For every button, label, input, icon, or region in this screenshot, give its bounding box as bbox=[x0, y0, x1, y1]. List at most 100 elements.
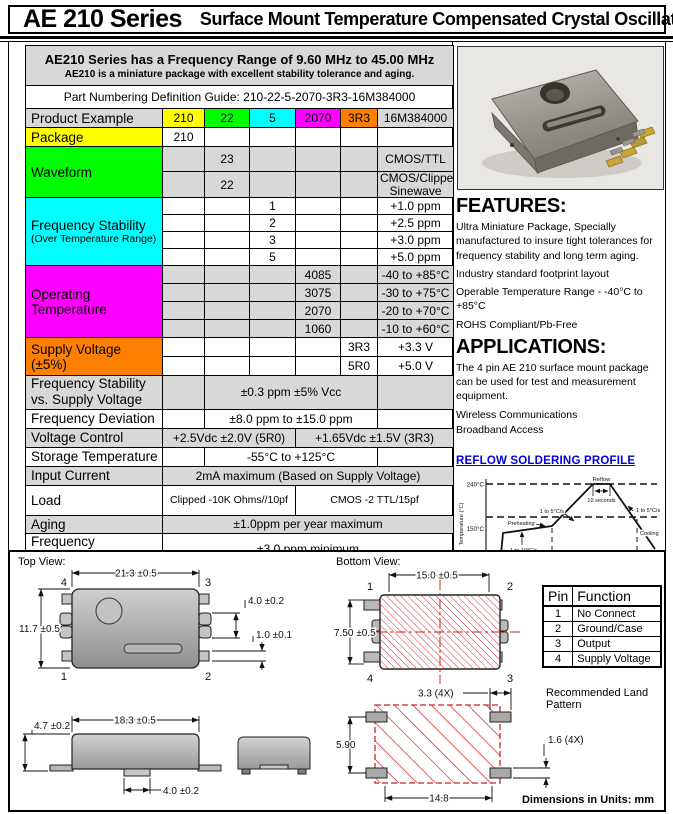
stability-value-3: +3.0 ppm bbox=[376, 231, 455, 250]
row-product-example: Product Example 210 22 5 2070 3R3 16M384… bbox=[25, 108, 455, 128]
top-view-width-dim: 21.3 ±0.5 bbox=[115, 569, 157, 580]
dwell-label: 10 seconds bbox=[587, 498, 615, 504]
voltage-control-5r0: +2.5Vdc ±2.0V (5R0) bbox=[162, 427, 296, 448]
label-load: Load bbox=[25, 484, 163, 516]
aging-value: ±1.0ppm per year maximum bbox=[161, 514, 455, 534]
side-view-height-dim: 4.7 ±0.2 bbox=[34, 721, 71, 732]
top-view-drawing: 21.3 ±0.5 11.7 ±0.5 4.0 ±0.2 1.0 ±0.1 4 … bbox=[18, 567, 295, 683]
top-view-pin-3: 3 bbox=[205, 577, 211, 589]
row-supply-1: Supply Voltage (±5%) 3R3 +3.3 V bbox=[25, 337, 455, 377]
features-item-1: Ultra Miniature Package, Specially manuf… bbox=[456, 221, 653, 262]
bottom-view-pin-3: 3 bbox=[507, 673, 513, 685]
label-product-example: Product Example bbox=[25, 108, 163, 128]
stability-value-4: +5.0 ppm bbox=[376, 248, 455, 267]
bottom-view-height-dim: 7.50 ±0.5 bbox=[334, 628, 376, 639]
top-view-pin-2: 2 bbox=[205, 671, 211, 683]
product-photo bbox=[457, 46, 664, 190]
land-vertical-dim: 5.90 bbox=[336, 740, 356, 751]
content-frame bbox=[8, 42, 666, 550]
features-item-3: Operable Temperature Range - -40°C to +8… bbox=[456, 286, 643, 313]
example-frequency-code: 16M384000 bbox=[376, 108, 455, 128]
function-col-header: Function bbox=[572, 585, 662, 607]
bottom-view-drawing: 15.0 ±0.5 7.50 ±0.5 1 2 4 3 bbox=[333, 569, 522, 685]
land-width-dim: 14.8 bbox=[429, 794, 449, 805]
optemp-value-3: -20 to +70°C bbox=[376, 301, 455, 321]
optemp-value-2: -30 to +75°C bbox=[376, 283, 455, 303]
fsvs-value: ±0.3 ppm ±5% Vcc bbox=[204, 375, 378, 410]
top-view-pin-dim: 1.0 ±0.1 bbox=[256, 630, 293, 641]
row-input-current: Input Current 2mA maximum (Based on Supp… bbox=[25, 465, 455, 486]
top-view-label: Top View: bbox=[18, 556, 66, 568]
reflow-y-axis-label: Temperature (°C) bbox=[459, 503, 465, 546]
package-value: 210 bbox=[162, 127, 205, 147]
bottom-view-width-dim: 15.0 ±0.5 bbox=[416, 571, 458, 582]
storage-temp-value: -55°C to +125°C bbox=[204, 446, 378, 467]
top-view-pin-1: 1 bbox=[61, 671, 67, 683]
pin-col-header: Pin bbox=[542, 585, 574, 607]
row-freq-deviation: Frequency Deviation ±8.0 ppm to ±15.0 pp… bbox=[25, 408, 455, 429]
row-optemp-2: 3075 -30 to +75°C bbox=[26, 283, 455, 303]
applications-item-2: Wireless Communications bbox=[456, 408, 578, 421]
label-storage-temp: Storage Temperature bbox=[25, 446, 163, 467]
ramp-down-label: 1 to 5°C/s bbox=[636, 508, 660, 514]
pin-row-3: 3 Output bbox=[542, 636, 662, 652]
label-supply-voltage: Supply Voltage (±5%) bbox=[25, 337, 163, 377]
label-waveform: Waveform bbox=[25, 145, 163, 199]
row-package: Package 210 bbox=[25, 127, 455, 147]
top-view-height-dim: 11.7 ±0.5 bbox=[19, 624, 60, 635]
mechanical-drawings: Top View: Bottom View: bbox=[8, 550, 666, 812]
reflow-profile-link[interactable]: REFLOW SOLDERING PROFILE bbox=[456, 455, 636, 468]
applications-item-3: Broadband Access bbox=[456, 423, 544, 436]
stability-value-1: +1.0 ppm bbox=[376, 197, 455, 216]
land-pad-height-dim: 1.6 (4X) bbox=[548, 735, 584, 746]
land-pattern-drawing: 3.3 (4X) 5.90 1.6 (4X) 14.8 bbox=[335, 687, 586, 806]
label-freq-deviation: Frequency Deviation bbox=[25, 408, 163, 429]
top-view-pad-dim: 4.0 ±0.2 bbox=[248, 596, 285, 607]
supply-value-2: +5.0 V bbox=[376, 356, 455, 377]
units-note: Dimensions in Units: mm bbox=[521, 794, 654, 806]
applications-item-1: The 4 pin AE 210 surface mount package c… bbox=[456, 361, 649, 403]
features-item-2: Industry standard footprint layout bbox=[456, 267, 609, 280]
row-waveform-2: 22 CMOS/Clipped Sinewave bbox=[26, 170, 455, 199]
bottom-view-pin-4: 4 bbox=[367, 673, 373, 685]
row-optemp-4: 1060 -10 to +60°C bbox=[26, 319, 455, 339]
optemp-value-1: -40 to +85°C bbox=[376, 265, 455, 285]
side-view-notch-dim: 4.0 ±0.2 bbox=[163, 786, 200, 797]
load-clipped: Clipped -10K Ohms//10pf bbox=[162, 484, 296, 516]
input-current-value: 2mA maximum (Based on Supply Voltage) bbox=[161, 465, 455, 486]
land-pad-width-dim: 3.3 (4X) bbox=[418, 689, 454, 700]
row-optemp-1: Operating Temperature 4085 -40 to +85°C bbox=[25, 265, 455, 339]
label-operating-temperature: Operating Temperature bbox=[25, 265, 163, 339]
land-pattern-title: Recommended Land Pattern bbox=[546, 687, 649, 711]
product-photo-image bbox=[458, 47, 663, 189]
stability-value-2: +2.5 ppm bbox=[376, 214, 455, 233]
title-bar: AE 210 Series Surface Mount Temperature … bbox=[8, 5, 673, 34]
row-voltage-control: Voltage Control +2.5Vdc ±2.0V (5R0) +1.6… bbox=[25, 427, 455, 448]
voltage-control-3r3: +1.65Vdc ±1.5V (3R3) bbox=[294, 427, 455, 448]
waveform-code-2: 22 bbox=[204, 170, 250, 199]
label-input-current: Input Current bbox=[25, 465, 163, 486]
row-stability-2: 2 +2.5 ppm bbox=[26, 214, 455, 233]
waveform-code-1: 23 bbox=[204, 146, 250, 172]
row-storage-temp: Storage Temperature -55°C to +125°C bbox=[25, 446, 455, 467]
optemp-value-4: -10 to +60°C bbox=[376, 319, 455, 339]
banner-title: AE210 Series has a Frequency Range of 9.… bbox=[44, 51, 435, 67]
example-package-code: 210 bbox=[162, 108, 205, 128]
features-heading: FEATURES: bbox=[456, 195, 567, 217]
supply-value-1: +3.3 V bbox=[376, 337, 455, 358]
banner: AE210 Series has a Frequency Range of 9.… bbox=[24, 45, 455, 86]
row-waveform-1: Waveform 23 CMOS/TTL bbox=[25, 145, 455, 199]
side-view-drawing: 18.3 ±0.5 4.7 ±0.2 4.0 ±0.2 bbox=[22, 714, 311, 799]
label-frequency-stability: Frequency Stability (Over Temperature Ra… bbox=[25, 197, 163, 267]
waveform-desc-1: CMOS/TTL bbox=[376, 146, 455, 172]
row-stability-1: Frequency Stability (Over Temperature Ra… bbox=[25, 197, 455, 267]
load-cmos: CMOS -2 TTL/15pf bbox=[294, 484, 455, 516]
bottom-view-label: Bottom View: bbox=[336, 556, 401, 568]
top-view-pin-4: 4 bbox=[61, 577, 67, 589]
preheating-label: Preheating bbox=[508, 521, 535, 527]
applications-heading: APPLICATIONS: bbox=[456, 335, 607, 358]
label-voltage-control: Voltage Control bbox=[25, 427, 163, 448]
freq-deviation-value: ±8.0 ppm to ±15.0 ppm bbox=[204, 408, 378, 429]
gold-pins bbox=[605, 126, 656, 168]
